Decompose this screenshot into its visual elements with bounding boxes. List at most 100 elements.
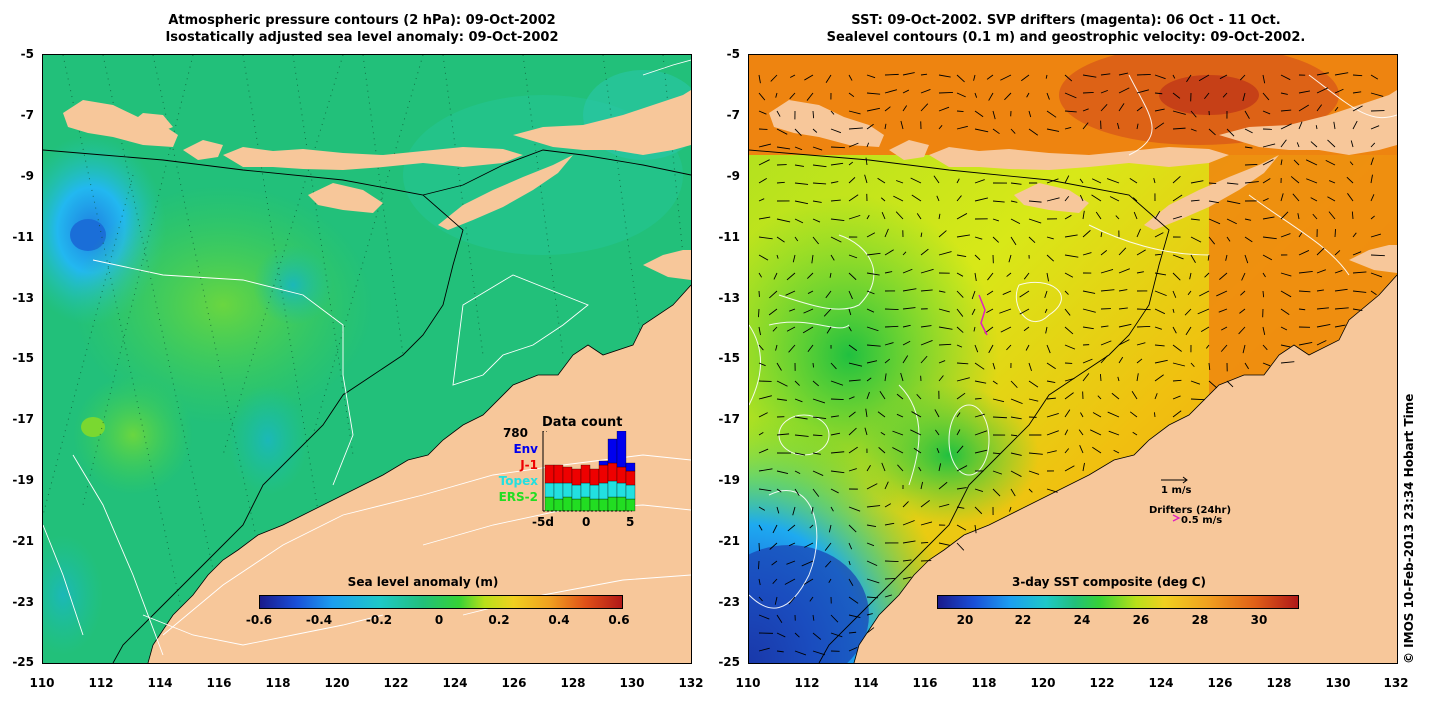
right-xtick: 118 (971, 676, 997, 690)
velocity-arrow (974, 397, 982, 400)
velocity-arrow (1298, 308, 1306, 311)
velocity-arrow (1100, 89, 1109, 94)
velocity-arrow (1244, 128, 1253, 134)
velocity-arrow (1352, 120, 1358, 130)
velocity-arrow (1239, 308, 1246, 314)
velocity-arrow (1045, 326, 1048, 334)
velocity-arrow (803, 308, 814, 314)
velocity-arrow (884, 594, 892, 598)
velocity-arrow (911, 194, 922, 202)
velocity-arrow (920, 481, 924, 490)
velocity-arrow (1226, 236, 1231, 242)
velocity-arrow (776, 254, 779, 259)
velocity-arrow (830, 380, 844, 386)
velocity-arrow (938, 106, 950, 112)
velocity-arrow (1046, 450, 1057, 454)
velocity-arrow (1028, 218, 1042, 224)
velocity-arrow (938, 91, 953, 94)
velocity-arrow (866, 578, 880, 584)
sst-tick-30: 30 (1250, 613, 1268, 627)
velocity-arrow (1136, 123, 1139, 130)
velocity-arrow (992, 380, 998, 385)
velocity-arrow (933, 175, 940, 184)
velocity-arrow (794, 470, 801, 475)
velocity-arrow (1208, 200, 1219, 204)
velocity-arrow (1091, 178, 1102, 184)
velocity-arrow (787, 524, 796, 532)
inset-max-label: 780 (502, 426, 528, 440)
velocity-arrow (776, 380, 788, 387)
velocity-arrow (830, 398, 844, 400)
velocity-arrow (1190, 180, 1204, 184)
data-count-bar-segment (625, 470, 636, 486)
velocity-arrow (1046, 272, 1049, 282)
velocity-arrow (896, 180, 904, 184)
velocity-arrow (956, 110, 964, 113)
velocity-arrow (1244, 181, 1259, 184)
velocity-arrow (830, 506, 834, 512)
left-xtick: 112 (88, 676, 114, 690)
velocity-arrow (1092, 446, 1102, 454)
velocity-arrow (774, 596, 778, 605)
velocity-arrow (1100, 232, 1103, 238)
velocity-arrow (884, 73, 899, 76)
velocity-arrow (1244, 254, 1249, 264)
velocity-arrow (788, 542, 796, 547)
velocity-arrow (830, 199, 841, 202)
velocity-arrow (866, 465, 871, 472)
velocity-arrow (936, 448, 940, 454)
velocity-arrow (866, 377, 872, 382)
right-xtick: 126 (1207, 676, 1233, 690)
velocity-arrow (884, 325, 899, 328)
left-ytick: -13 (12, 291, 34, 305)
velocity-arrow (1316, 340, 1327, 346)
velocity-arrow (913, 447, 922, 454)
velocity-arrow (1280, 361, 1295, 364)
velocity-arrow (809, 524, 814, 529)
sst-map[interactable]: 1 m/s Drifters (24hr) 0.5 m/s 3-day SST … (748, 54, 1398, 664)
velocity-arrow (881, 212, 886, 220)
data-count-bar-segment (544, 496, 555, 512)
velocity-arrow (986, 290, 994, 296)
velocity-arrow (1009, 506, 1012, 512)
right-ytick: -7 (726, 108, 740, 122)
data-count-bars (542, 431, 636, 512)
velocity-arrow (848, 326, 852, 332)
velocity-arrow (938, 375, 944, 382)
left-xtick: 120 (324, 676, 350, 690)
velocity-arrow (1347, 193, 1354, 202)
velocity-arrow (1218, 308, 1228, 313)
right-xtick: 124 (1148, 676, 1174, 690)
right-xtick: 128 (1266, 676, 1292, 690)
velocity-arrow (812, 380, 820, 387)
velocity-arrow (1334, 269, 1343, 274)
velocity-arrow (1154, 393, 1158, 400)
velocity-arrow (1082, 308, 1096, 313)
sla-map[interactable]: Data count 780 Env J-1 Topex ERS-2 -5d 0… (42, 54, 692, 664)
data-count-bar-segment (616, 482, 627, 498)
velocity-arrow (893, 195, 904, 202)
velocity-arrow (1046, 380, 1056, 383)
velocity-arrow (902, 540, 916, 544)
velocity-arrow (1316, 87, 1329, 94)
velocity-arrow (1306, 178, 1318, 184)
right-ytick: -21 (718, 534, 740, 548)
velocity-arrow (1082, 122, 1089, 130)
velocity-arrow (866, 360, 878, 364)
data-count-bar-segment (616, 431, 627, 468)
velocity-arrow (934, 409, 940, 418)
velocity-arrow (1205, 344, 1210, 349)
velocity-arrow (1262, 159, 1274, 166)
velocity-arrow (900, 120, 904, 130)
velocity-arrow (1172, 379, 1182, 382)
velocity-arrow (956, 429, 961, 436)
velocity-arrow (974, 344, 979, 353)
velocity-arrow (866, 505, 881, 508)
velocity-arrow (1262, 74, 1266, 84)
velocity-arrow (1064, 392, 1074, 400)
velocity-arrow (884, 228, 889, 238)
velocity-arrow (776, 470, 789, 474)
velocity-arrow (1172, 92, 1181, 99)
velocity-arrow (1280, 139, 1287, 148)
data-count-bar-segment (616, 496, 627, 512)
